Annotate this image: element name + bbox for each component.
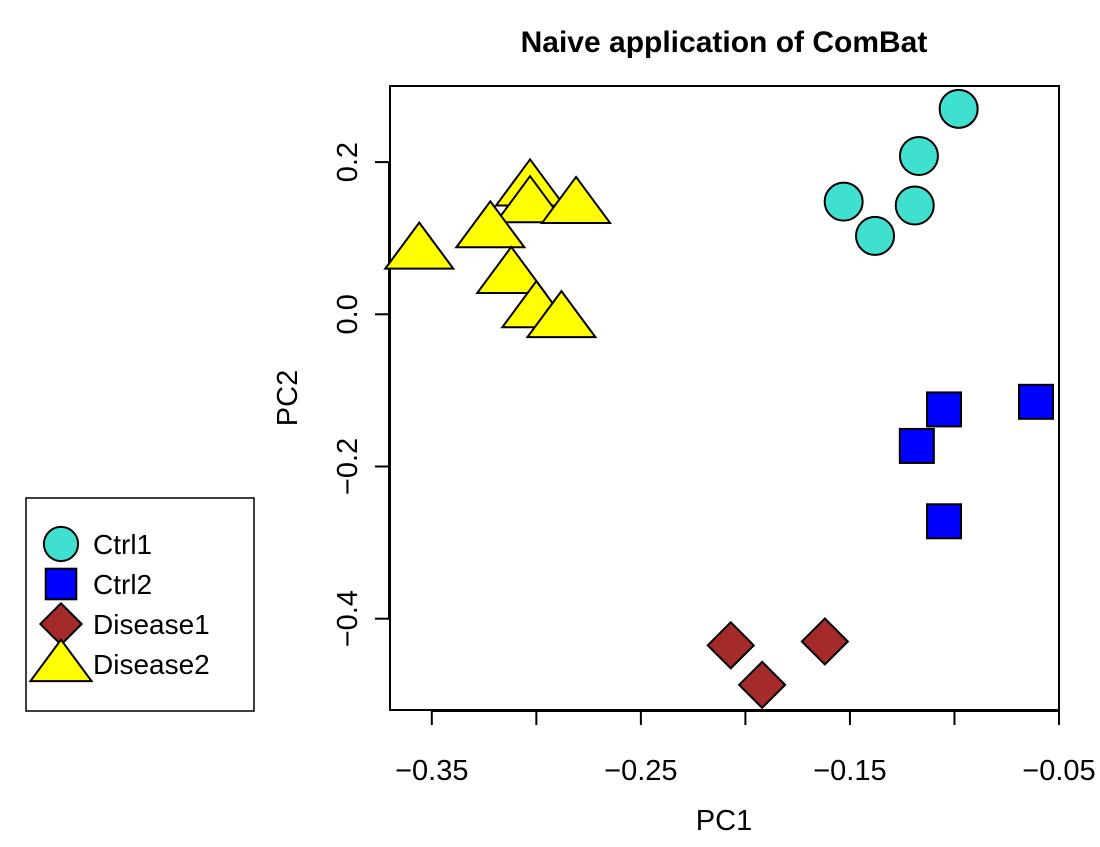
data-point-ctrl2 <box>898 427 935 464</box>
data-point-ctrl1 <box>938 88 979 129</box>
data-point-ctrl2 <box>1018 383 1055 420</box>
y-tick-label: 0.0 <box>332 294 364 334</box>
data-point-disease2 <box>475 245 548 294</box>
y-tick-label: −0.4 <box>332 590 364 647</box>
legend-marker-ctrl1 <box>42 525 80 563</box>
y-axis-label: PC2 <box>272 370 304 426</box>
data-point-disease1 <box>737 660 787 710</box>
chart-title: Naive application of ComBat <box>521 26 928 59</box>
data-point-ctrl2 <box>926 503 963 540</box>
data-point-disease2 <box>383 220 456 270</box>
y-tick-label: 0.2 <box>332 142 364 182</box>
legend: Ctrl1 Ctrl2 Disease1 Disease2 <box>25 497 255 712</box>
legend-label-disease1: Disease1 <box>93 609 210 640</box>
data-point-disease1 <box>800 617 850 666</box>
legend-marker-disease2 <box>28 638 94 683</box>
data-point-disease2 <box>454 199 527 249</box>
x-axis-label: PC1 <box>696 805 752 837</box>
data-point-ctrl2 <box>926 391 963 428</box>
data-point-disease2 <box>525 289 598 339</box>
legend-label-disease2: Disease2 <box>93 649 210 680</box>
data-point-disease1 <box>706 620 756 670</box>
x-axis: −0.35 −0.25 −0.15 −0.05 <box>395 710 1096 787</box>
y-axis: 0.2 0.0 −0.2 −0.4 <box>332 142 390 647</box>
data-point-ctrl1 <box>823 181 864 222</box>
legend-label-ctrl1: Ctrl1 <box>93 529 152 560</box>
y-tick-label: −0.2 <box>332 438 364 495</box>
legend-marker-ctrl2 <box>44 567 78 601</box>
data-point-ctrl1 <box>894 185 935 226</box>
data-point-disease2 <box>540 175 613 224</box>
data-point-disease2 <box>494 174 567 224</box>
data-point-ctrl1 <box>855 215 896 256</box>
legend-label-ctrl2: Ctrl2 <box>93 569 152 600</box>
x-tick-label: −0.35 <box>395 755 468 787</box>
x-tick-label: −0.25 <box>604 755 677 787</box>
x-tick-label: −0.15 <box>813 755 886 787</box>
data-points <box>383 88 1055 710</box>
data-point-ctrl1 <box>898 136 939 177</box>
x-tick-label: −0.05 <box>1022 755 1095 787</box>
